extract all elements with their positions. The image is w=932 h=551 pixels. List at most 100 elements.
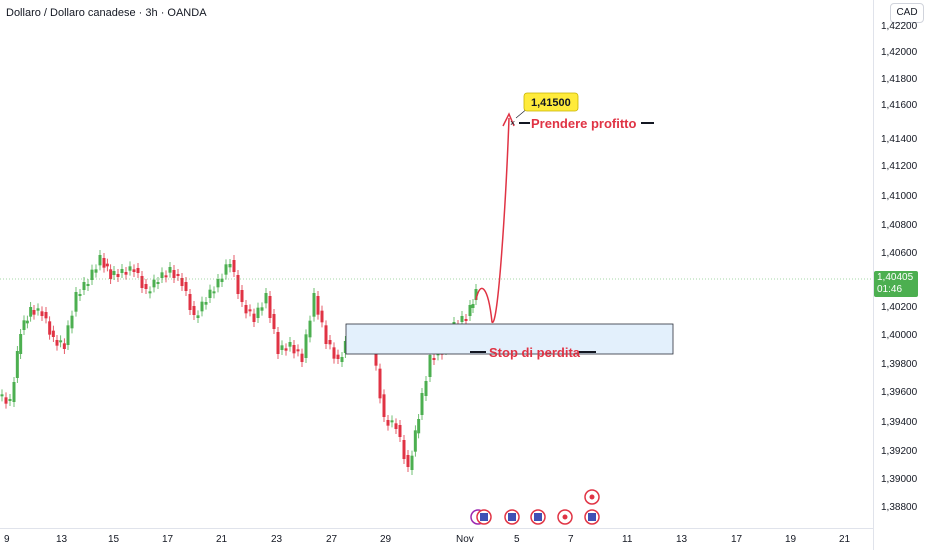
- candle-body: [300, 353, 304, 362]
- candle-body: [252, 313, 256, 322]
- price-tick-label: 1,39600: [881, 387, 918, 398]
- candle-body: [180, 278, 184, 286]
- candle-body: [4, 397, 8, 404]
- candle-body: [55, 340, 59, 346]
- candle-body: [66, 325, 70, 345]
- price-tick-label: 1,39000: [881, 474, 918, 485]
- currency-button[interactable]: CAD: [890, 3, 924, 23]
- candle-body: [19, 334, 23, 354]
- price-tick-label: 1,40200: [881, 302, 918, 313]
- candle-body: [248, 309, 252, 312]
- candle-body: [244, 305, 248, 314]
- price-tick-label: 1,41200: [881, 161, 918, 172]
- candle-body: [343, 341, 347, 353]
- candle-body: [164, 275, 168, 278]
- candle-body: [120, 269, 124, 273]
- ca-flag-dot-icon: [589, 494, 595, 500]
- candle-body: [398, 425, 402, 437]
- candle-body: [304, 334, 308, 358]
- candle-body: [90, 269, 94, 280]
- candle-body: [105, 263, 109, 267]
- candle-body: [70, 315, 74, 329]
- candle-body: [432, 358, 436, 360]
- time-tick-label: 15: [108, 534, 120, 545]
- candle-body: [36, 308, 40, 311]
- candle-body: [86, 284, 90, 286]
- price-tick-label: 1,41600: [881, 100, 918, 111]
- candle-body: [144, 284, 148, 289]
- candle-body: [390, 420, 394, 423]
- time-tick-label: 29: [380, 534, 392, 545]
- candle-body: [336, 354, 340, 359]
- target-price-text: 1,41500: [531, 97, 571, 109]
- projection-arrow-icon: [502, 112, 515, 127]
- candle-body: [94, 269, 98, 273]
- time-tick-label: 17: [162, 534, 174, 545]
- candle-body: [148, 291, 152, 294]
- candle-body: [220, 278, 224, 282]
- candle-body: [32, 310, 36, 315]
- candle-body: [124, 272, 128, 275]
- candle-body: [172, 270, 176, 278]
- time-tick-label: 21: [216, 534, 228, 545]
- bar-countdown: 01:46: [877, 284, 903, 295]
- price-tick-label: 1,40800: [881, 220, 918, 231]
- price-chart[interactable]: Stop di perdita Prendere profitto × 1,41…: [0, 0, 873, 528]
- candle-body: [468, 305, 472, 316]
- time-tick-label: 5: [514, 534, 520, 545]
- price-tick-label: 1,40600: [881, 248, 918, 259]
- candle-body: [116, 274, 120, 277]
- candle-body: [184, 282, 188, 291]
- candle-body: [74, 292, 78, 312]
- candle-body: [62, 343, 66, 349]
- candle-body: [260, 307, 264, 311]
- candlestick-series: [0, 250, 478, 475]
- candle-body: [12, 382, 16, 402]
- candle-body: [332, 347, 336, 359]
- candle-body: [188, 294, 192, 310]
- price-tick-label: 1,39800: [881, 359, 918, 370]
- candle-body: [176, 274, 180, 276]
- target-price-badge[interactable]: [523, 92, 579, 112]
- candle-body: [424, 381, 428, 396]
- candle-body: [464, 319, 468, 321]
- event-icons[interactable]: [470, 489, 600, 525]
- candle-body: [378, 368, 382, 399]
- candle-body: [382, 394, 386, 417]
- price-axis[interactable]: [873, 0, 932, 550]
- us-flag-field-icon: [508, 513, 516, 521]
- candle-body: [324, 325, 328, 344]
- candle-body: [112, 271, 116, 275]
- us-flag-field-icon: [588, 513, 596, 521]
- candle-body: [256, 307, 260, 318]
- ca-flag-dot-icon: [562, 514, 568, 520]
- candle-body: [224, 264, 228, 275]
- candle-body: [312, 293, 316, 317]
- projection-path: [475, 117, 510, 323]
- time-tick-label: 9: [4, 534, 10, 545]
- us-flag-field-icon: [480, 513, 488, 521]
- time-tick-label: 11: [622, 534, 633, 545]
- candle-body: [44, 312, 48, 319]
- stop-loss-zone[interactable]: [345, 323, 674, 355]
- time-tick-label: 17: [731, 534, 743, 545]
- candle-body: [308, 320, 312, 338]
- candle-body: [394, 423, 398, 429]
- candle-body: [168, 267, 172, 273]
- candle-body: [420, 393, 424, 415]
- time-tick-label: 19: [785, 534, 797, 545]
- take-profit-label: Prendere profitto: [531, 116, 637, 131]
- candle-body: [284, 348, 288, 351]
- time-axis[interactable]: [0, 528, 873, 551]
- candle-body: [152, 279, 156, 288]
- time-tick-label: 23: [271, 534, 283, 545]
- candle-body: [240, 290, 244, 302]
- candle-body: [272, 314, 276, 329]
- candle-body: [140, 276, 144, 288]
- candle-body: [40, 311, 44, 316]
- us-flag-field-icon: [534, 513, 542, 521]
- chart-title: Dollaro / Dollaro canadese · 3h · OANDA: [6, 7, 207, 19]
- candle-body: [78, 294, 82, 296]
- price-tick-label: 1,41800: [881, 74, 918, 85]
- candle-body: [232, 260, 236, 272]
